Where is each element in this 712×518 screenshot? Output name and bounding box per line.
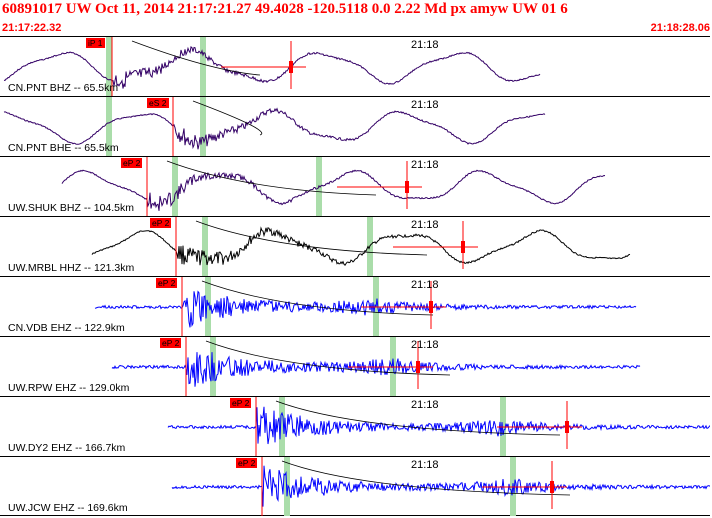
window-marker: [106, 97, 112, 156]
seismogram-panel[interactable]: eP 2 21:18 UW.JCW EHZ -- 169.6km: [0, 456, 710, 516]
coda-pick-marker: [565, 421, 569, 433]
window-start-time: 21:17:22.32: [2, 22, 62, 34]
phase-pick-flag[interactable]: eP 2: [236, 458, 258, 468]
phase-pick-flag[interactable]: eP 2: [230, 398, 252, 408]
coda-decay-curve: [131, 40, 261, 76]
coda-pick-marker: [289, 61, 293, 73]
coda-decay-curve: [205, 340, 451, 376]
seismogram-panel[interactable]: eP 2 21:18 CN.VDB EHZ -- 122.9km: [0, 276, 710, 336]
coda-decay-curve: [281, 460, 571, 496]
seismogram-panel[interactable]: eP 2 21:18 UW.DY2 EHZ -- 166.7km: [0, 396, 710, 456]
waveform-plot: [91, 217, 631, 276]
phase-pick-flag[interactable]: eP 2: [160, 338, 182, 348]
seismogram-panel[interactable]: eP 2 21:18 UW.MRBL HHZ -- 121.3km: [0, 216, 710, 276]
window-end-time: 21:18:28.06: [650, 22, 710, 34]
minute-time-label: 21:18: [411, 279, 439, 291]
minute-time-label: 21:18: [411, 219, 439, 231]
seismogram-panels[interactable]: iP 1 21:18 CN.PNT BHZ -- 65.5km eS 2 21:18 CN…: [0, 36, 712, 518]
waveform-trace: [111, 352, 641, 387]
event-title: 60891017 UW Oct 11, 2014 21:17:21.27 49.…: [2, 1, 568, 17]
window-marker: [106, 37, 112, 96]
waveform-trace: [167, 406, 710, 445]
minute-time-label: 21:18: [411, 459, 439, 471]
channel-label: CN.PNT BHZ -- 65.5km: [8, 82, 119, 94]
coda-decay-curve: [195, 220, 428, 256]
window-marker: [202, 217, 208, 276]
seismogram-panel[interactable]: eP 2 21:18 UW.SHUK BHZ -- 104.5km: [0, 156, 710, 216]
waveform-trace: [94, 290, 637, 328]
waveform-plot: [61, 157, 606, 216]
coda-pick-marker: [405, 181, 409, 193]
phase-pick-flag[interactable]: eS 2: [147, 98, 169, 108]
minute-time-label: 21:18: [411, 339, 439, 351]
waveform-trace: [171, 465, 710, 507]
window-marker: [279, 397, 285, 456]
coda-decay-curve: [166, 160, 377, 196]
coda-pick-marker: [429, 301, 433, 313]
waveform-plot: [171, 457, 710, 516]
waveform-plot: [94, 277, 637, 336]
seismogram-panel[interactable]: eP 2 21:18 UW.RPW EHZ -- 129.0km: [0, 336, 710, 396]
channel-label: UW.RPW EHZ -- 129.0km: [8, 382, 130, 394]
waveform-plot: [111, 337, 641, 396]
channel-label: CN.PNT BHE -- 65.5km: [8, 142, 119, 154]
coda-decay-curve: [275, 400, 561, 436]
seismogram-panel[interactable]: iP 1 21:18 CN.PNT BHZ -- 65.5km: [0, 36, 710, 96]
seismogram-panel[interactable]: eS 2 21:18 CN.PNT BHE -- 65.5km: [0, 96, 710, 156]
window-marker: [172, 157, 178, 216]
coda-pick-marker: [550, 481, 554, 493]
waveform-trace: [91, 226, 631, 266]
phase-pick-flag[interactable]: eP 2: [150, 218, 172, 228]
phase-pick-flag[interactable]: eP 2: [121, 158, 143, 168]
minute-time-label: 21:18: [411, 99, 439, 111]
channel-label: UW.MRBL HHZ -- 121.3km: [8, 262, 135, 274]
event-header: 60891017 UW Oct 11, 2014 21:17:21.27 49.…: [0, 0, 712, 36]
phase-pick-flag[interactable]: eP 2: [156, 278, 178, 288]
waveform-plot: [3, 37, 541, 96]
coda-decay-curve: [192, 100, 263, 136]
channel-label: UW.SHUK BHZ -- 104.5km: [8, 202, 135, 214]
waveform-trace: [3, 45, 541, 89]
channel-label: UW.DY2 EHZ -- 166.7km: [8, 442, 126, 454]
channel-label: CN.VDB EHZ -- 122.9km: [8, 322, 125, 334]
minute-time-label: 21:18: [411, 39, 439, 51]
coda-decay-curve: [201, 280, 434, 316]
waveform-trace: [61, 169, 606, 211]
waveform-plot: [3, 97, 546, 156]
waveform-trace: [3, 107, 546, 150]
window-marker: [205, 277, 211, 336]
minute-time-label: 21:18: [411, 399, 439, 411]
coda-pick-marker: [461, 241, 465, 253]
window-marker: [200, 37, 206, 96]
waveform-plot: [167, 397, 710, 456]
minute-time-label: 21:18: [411, 159, 439, 171]
channel-label: UW.JCW EHZ -- 169.6km: [8, 502, 128, 514]
window-marker: [200, 97, 206, 156]
phase-pick-flag[interactable]: iP 1: [86, 38, 105, 48]
coda-pick-marker: [416, 361, 420, 373]
